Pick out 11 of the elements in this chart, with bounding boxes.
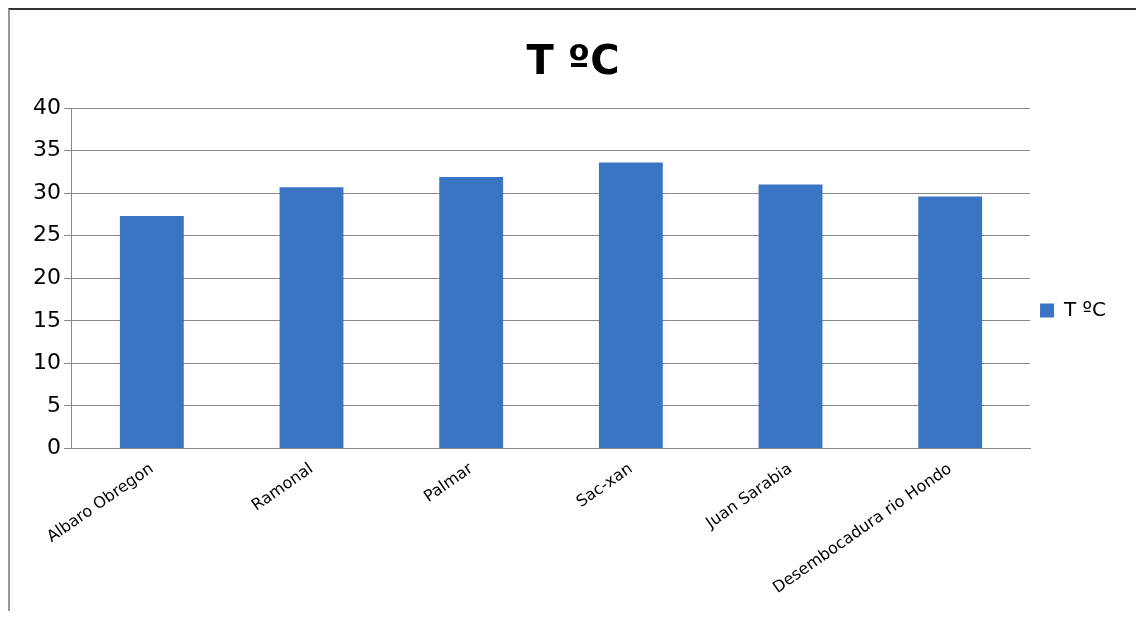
y-tick-label: 30: [32, 178, 61, 204]
y-tick-label: 40: [32, 93, 61, 119]
y-tick-label: 0: [46, 434, 61, 460]
y-tick-label: 25: [32, 221, 61, 247]
chart-title: T ºC: [526, 37, 620, 84]
y-tick-label: 35: [32, 136, 61, 162]
y-tick-label: 15: [32, 306, 61, 332]
y-tick-label: 5: [46, 391, 61, 417]
y-tick-label: 10: [32, 349, 61, 375]
y-tick-label: 20: [32, 263, 61, 289]
legend-label: T ºC: [1063, 296, 1107, 321]
